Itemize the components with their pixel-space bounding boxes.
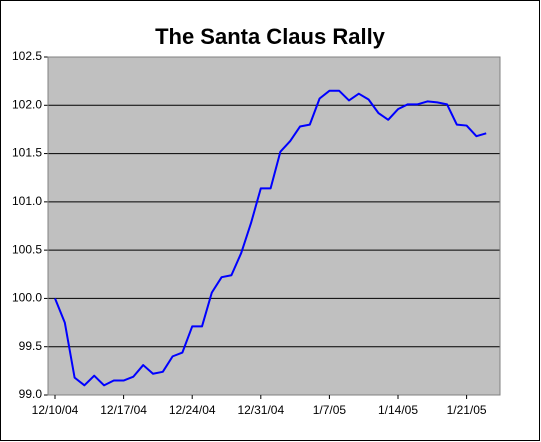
- x-tick-label: 1/7/05: [313, 403, 347, 417]
- x-tick-label: 1/21/05: [447, 403, 487, 417]
- y-tick-label: 100.0: [12, 291, 42, 305]
- plot-area: [48, 57, 500, 395]
- x-tick-label: 12/17/04: [100, 403, 147, 417]
- y-tick-label: 101.0: [12, 194, 42, 208]
- x-tick-label: 12/10/04: [32, 403, 79, 417]
- x-tick-label: 12/31/04: [237, 403, 284, 417]
- line: [54, 89, 487, 387]
- x-tick-label: 12/24/04: [169, 403, 216, 417]
- y-tick-label: 102.5: [12, 49, 42, 63]
- y-tick-label: 99.5: [19, 339, 43, 353]
- y-tick-label: 99.0: [19, 387, 43, 401]
- y-tick-label: 100.5: [12, 242, 42, 256]
- plot-border: [47, 56, 501, 396]
- x-tick-label: 1/14/05: [378, 403, 418, 417]
- y-tick-label: 102.0: [12, 97, 42, 111]
- chart-title: The Santa Claus Rally: [155, 24, 386, 49]
- y-tick-label: 101.5: [12, 146, 42, 160]
